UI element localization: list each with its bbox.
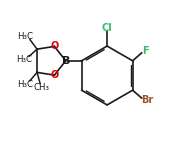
Text: Br: Br — [141, 95, 153, 105]
Text: Cl: Cl — [102, 23, 112, 33]
Text: H₃C: H₃C — [17, 80, 33, 89]
Text: H₃C: H₃C — [16, 55, 32, 64]
Text: O: O — [50, 41, 59, 51]
Text: B: B — [62, 56, 70, 66]
Text: CH₃: CH₃ — [34, 83, 49, 92]
Text: F: F — [142, 46, 148, 56]
Text: O: O — [50, 70, 59, 80]
Text: H₃C: H₃C — [17, 32, 33, 41]
